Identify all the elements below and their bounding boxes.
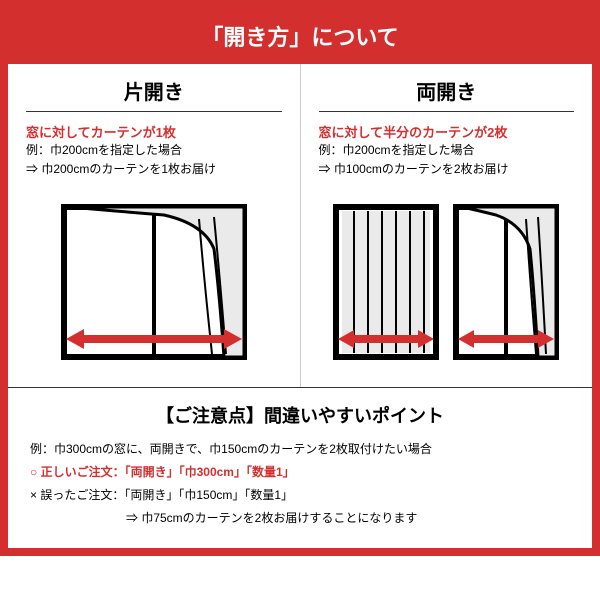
caution-correct: ○ 正しいご注文：「両開き」「巾300cm」「数量1」 xyxy=(30,461,570,484)
right-highlight: 窓に対して半分のカーテンが2枚 xyxy=(319,122,575,141)
right-example: 例：巾200cmを指定した場合 xyxy=(319,141,575,160)
left-column: 片開き 窓に対してカーテンが1枚 例：巾200cmを指定した場合 ⇒ 巾200c… xyxy=(8,64,301,387)
header: 「開き方」について xyxy=(8,8,592,64)
single-curtain-icon xyxy=(44,189,264,379)
left-highlight: 窓に対してカーテンが1枚 xyxy=(26,122,282,141)
header-title: 「開き方」について xyxy=(201,25,398,50)
double-curtain-icon xyxy=(326,189,566,379)
caution-correct-prefix: ○ 正しいご注文： xyxy=(30,465,125,479)
infographic-container: 「開き方」について 片開き 窓に対してカーテンが1枚 例：巾200cmを指定した… xyxy=(0,0,600,556)
caution-wrong-result: ⇒ 巾75cmのカーテンを2枚お届けすることになります xyxy=(30,507,570,530)
caution-example: 例：巾300cmの窓に、両開きで、巾150cmのカーテンを2枚取付けたい場合 xyxy=(30,438,570,461)
left-result: ⇒ 巾200cmのカーテンを1枚お届け xyxy=(26,160,282,179)
main-columns: 片開き 窓に対してカーテンが1枚 例：巾200cmを指定した場合 ⇒ 巾200c… xyxy=(8,64,592,387)
right-title: 両開き xyxy=(319,76,575,112)
right-column: 両開き 窓に対して半分のカーテンが2枚 例：巾200cmを指定した場合 ⇒ 巾1… xyxy=(301,64,593,387)
caution-section: 【ご注意点】間違いやすいポイント 例：巾300cmの窓に、両開きで、巾150cm… xyxy=(8,387,592,547)
left-example: 例：巾200cmを指定した場合 xyxy=(26,141,282,160)
left-diagram xyxy=(26,189,282,379)
right-diagram xyxy=(319,189,575,379)
caution-wrong: × 誤ったご注文：「両開き」「巾150cm」「数量1」 xyxy=(30,484,570,507)
left-title: 片開き xyxy=(26,76,282,112)
caution-correct-values: 「両開き」「巾300cm」「数量1」 xyxy=(125,465,295,479)
right-result: ⇒ 巾100cmのカーテンを2枚お届け xyxy=(319,160,575,179)
caution-title: 【ご注意点】間違いやすいポイント xyxy=(30,402,570,428)
